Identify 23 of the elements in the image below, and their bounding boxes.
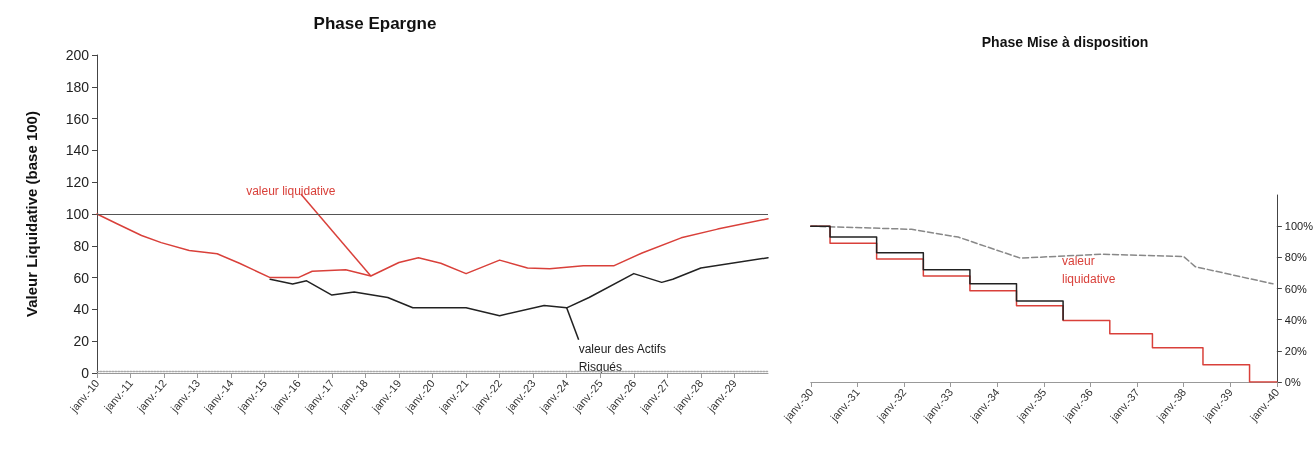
y-tick-label: 160 [65,110,90,127]
y-tick-label: 20% [1284,344,1308,357]
y-tick-label: 20 [73,333,90,350]
y-axis-title: Valeur Liquidative (base 100) [23,111,40,317]
y-tick-label: 0% [1284,376,1301,388]
y-tick-label: 80% [1284,251,1308,264]
y-tick-label: 80 [73,237,90,254]
annotation: valeur des Actifs Risqués [578,341,670,374]
y-tick-label: 60% [1284,282,1308,295]
y-tick-label: 120 [65,174,90,191]
y-tick-label: 180 [65,78,90,95]
annotation: valeur liquidative [246,184,336,199]
chart-title: Phase Epargne [313,14,437,33]
y-tick-label: 40% [1284,313,1308,326]
y-tick-label: 100% [1284,220,1314,233]
annotation: valeur liquidative [1062,254,1116,286]
y-tick-label: 40 [73,301,90,318]
y-tick-label: 100 [65,206,90,222]
y-tick-label: 200 [65,47,90,63]
y-tick-label: 60 [73,269,90,286]
chart-title: Phase Mise à disposition [981,34,1149,50]
y-tick-label: 140 [65,142,90,159]
y-tick-label: 0 [81,365,90,381]
